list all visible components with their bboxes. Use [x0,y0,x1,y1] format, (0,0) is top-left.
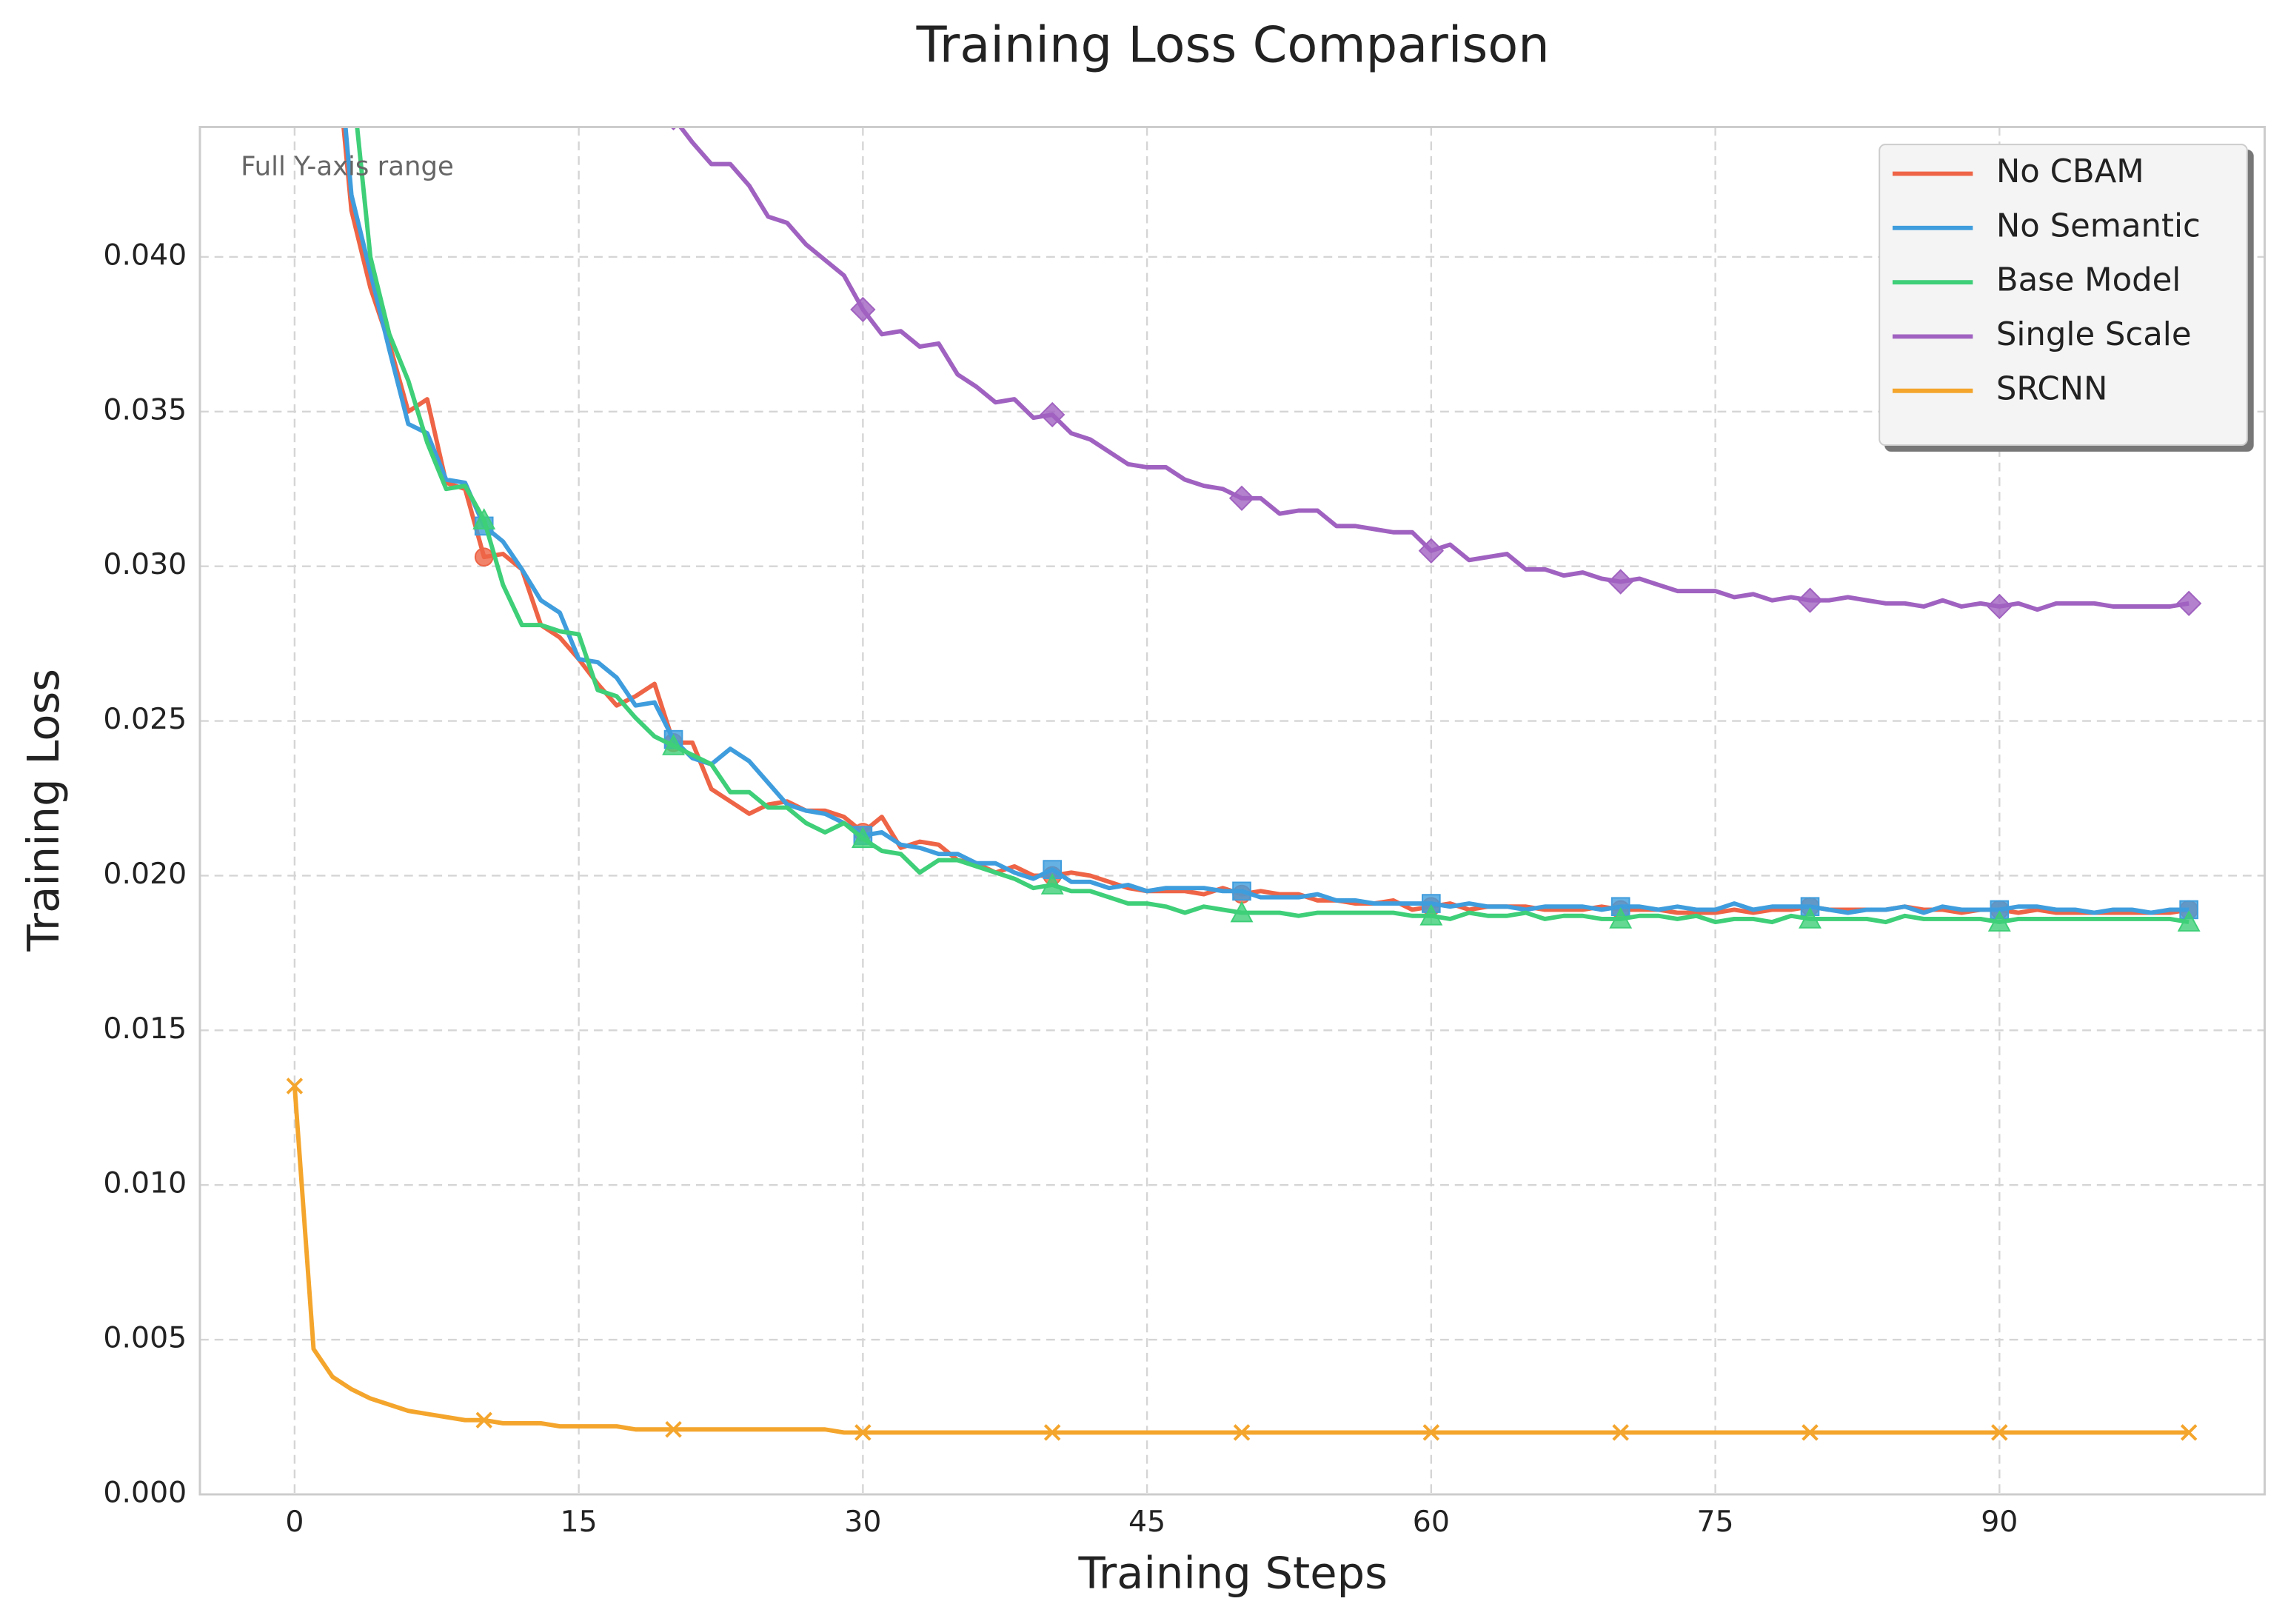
marker [474,547,494,567]
marker [1232,881,1251,901]
y-tick-label: 0.015 [103,1012,187,1046]
marker [1987,910,2011,932]
marker [1802,1424,1819,1441]
marker [1799,907,1822,929]
marker [1418,538,1444,564]
annotation: Full Y-axis range [241,152,454,182]
marker [1043,1424,1061,1441]
marker [1608,569,1633,595]
legend-label: Single Scale [1996,316,2192,353]
marker [1612,1424,1629,1441]
marker [1040,873,1064,895]
marker [1987,593,2013,620]
marker [1797,587,1823,613]
chart-title: Training Loss Comparison [916,16,1550,74]
marker [1230,900,1254,923]
marker [2175,590,2202,616]
y-tick-label: 0.025 [103,702,187,736]
marker [2180,1424,2198,1441]
legend: No CBAM No Semantic Base Model Single Scale… [1879,144,2248,447]
x-tick-label: 15 [561,1505,598,1539]
marker [475,1411,492,1428]
x-tick-label: 0 [285,1505,304,1539]
x-tick-label: 30 [844,1505,881,1539]
x-tick-label: 45 [1128,1505,1165,1539]
marker [854,1424,872,1441]
marker [851,826,874,849]
legend-box [1879,144,2248,447]
legend-label: SRCNN [1996,370,2108,407]
marker [1609,907,1633,929]
y-tick-label: 0.000 [103,1475,187,1509]
y-axis-label: Training Loss [18,669,69,952]
marker [662,734,685,755]
y-tick-label: 0.030 [103,547,187,581]
marker [850,296,876,323]
y-tick-label: 0.040 [103,238,187,272]
marker [1991,1424,2008,1441]
x-tick-label: 75 [1696,1505,1733,1539]
x-tick-label: 60 [1413,1505,1450,1539]
y-tick-label: 0.010 [103,1166,187,1200]
marker [286,1077,304,1095]
marker [1040,401,1066,428]
plot-frame [198,125,2266,1496]
plot-area [286,127,2202,1441]
legend-label: No CBAM [1996,153,2144,190]
marker [1419,903,1443,926]
marker [472,508,496,529]
marker [1422,1424,1440,1441]
y-tick-label: 0.020 [103,857,187,891]
marker [2177,910,2201,932]
marker [665,1421,682,1438]
x-tick-label: 90 [1981,1505,2018,1539]
ticks: 0 15 30 45 60 75 90 0.000 0.005 0.010 0.015 0.020 0.… [103,238,2018,1538]
legend-label: Base Model [1996,262,2181,299]
x-axis-label: Training Steps [1078,1547,1388,1598]
marker [1233,1424,1251,1441]
marker [1228,485,1255,511]
y-tick-label: 0.035 [103,392,187,427]
legend-label: No Semantic [1996,207,2201,244]
y-tick-label: 0.005 [103,1321,187,1355]
